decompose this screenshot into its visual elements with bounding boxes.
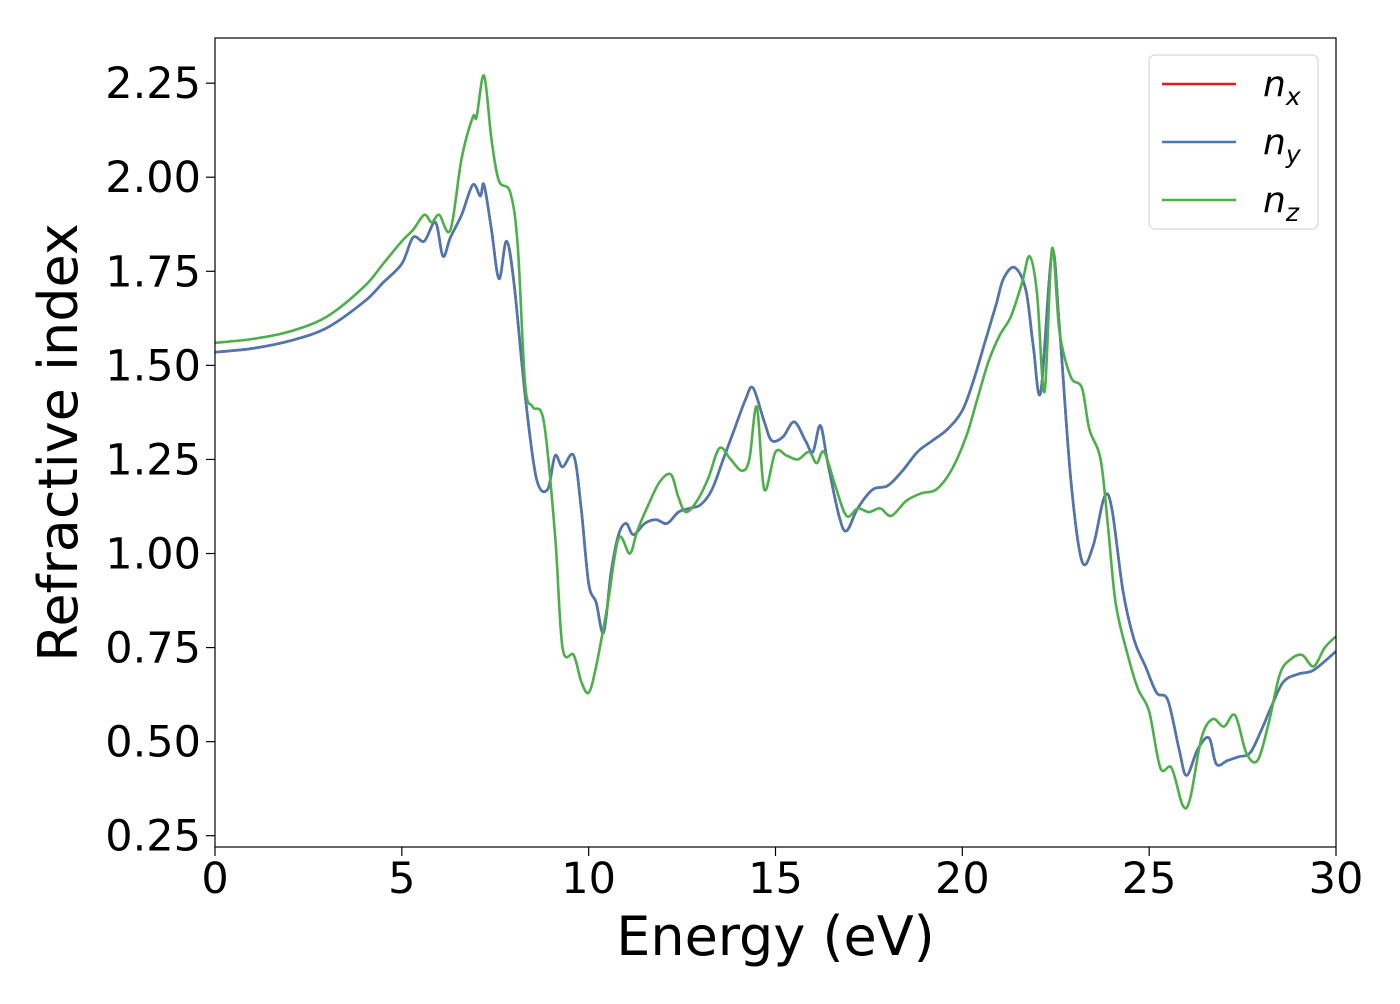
y-tick-label: 1.50 [105, 341, 201, 391]
y-tick-label: 1.25 [105, 435, 201, 485]
x-axis: 0 5 10 15 20 25 30 [201, 847, 1363, 904]
y-axis: 0.25 0.50 0.75 1.00 1.25 1.50 1.75 2.00 2.25 [105, 59, 215, 862]
legend-label-n-y: ny [1263, 122, 1302, 169]
legend-label-n-x: nx [1263, 64, 1301, 111]
series-line-n-z [215, 74, 1336, 810]
x-tick-label: 30 [1309, 854, 1364, 904]
legend: nx ny nz [1148, 54, 1319, 230]
x-axis-label: Energy (eV) [616, 905, 935, 968]
y-tick-label: 2.25 [105, 59, 201, 109]
x-tick-label: 10 [561, 854, 616, 904]
legend-label-n-z: nz [1263, 180, 1300, 227]
series-line-n-x [215, 182, 1336, 777]
y-tick-label: 0.75 [105, 624, 201, 674]
series-layer [215, 74, 1336, 810]
x-tick-label: 15 [748, 854, 803, 904]
x-tick-label: 25 [1122, 854, 1177, 904]
x-tick-label: 5 [388, 854, 415, 904]
y-tick-label: 1.00 [105, 530, 201, 580]
y-axis-label: Refractive index [27, 223, 90, 662]
x-tick-label: 0 [201, 854, 228, 904]
y-tick-label: 1.75 [105, 247, 201, 297]
y-tick-label: 2.00 [105, 153, 201, 203]
y-tick-label: 0.50 [105, 718, 201, 768]
y-tick-label: 0.25 [105, 812, 201, 862]
x-tick-label: 20 [935, 854, 990, 904]
series-line-n-y [215, 182, 1336, 777]
